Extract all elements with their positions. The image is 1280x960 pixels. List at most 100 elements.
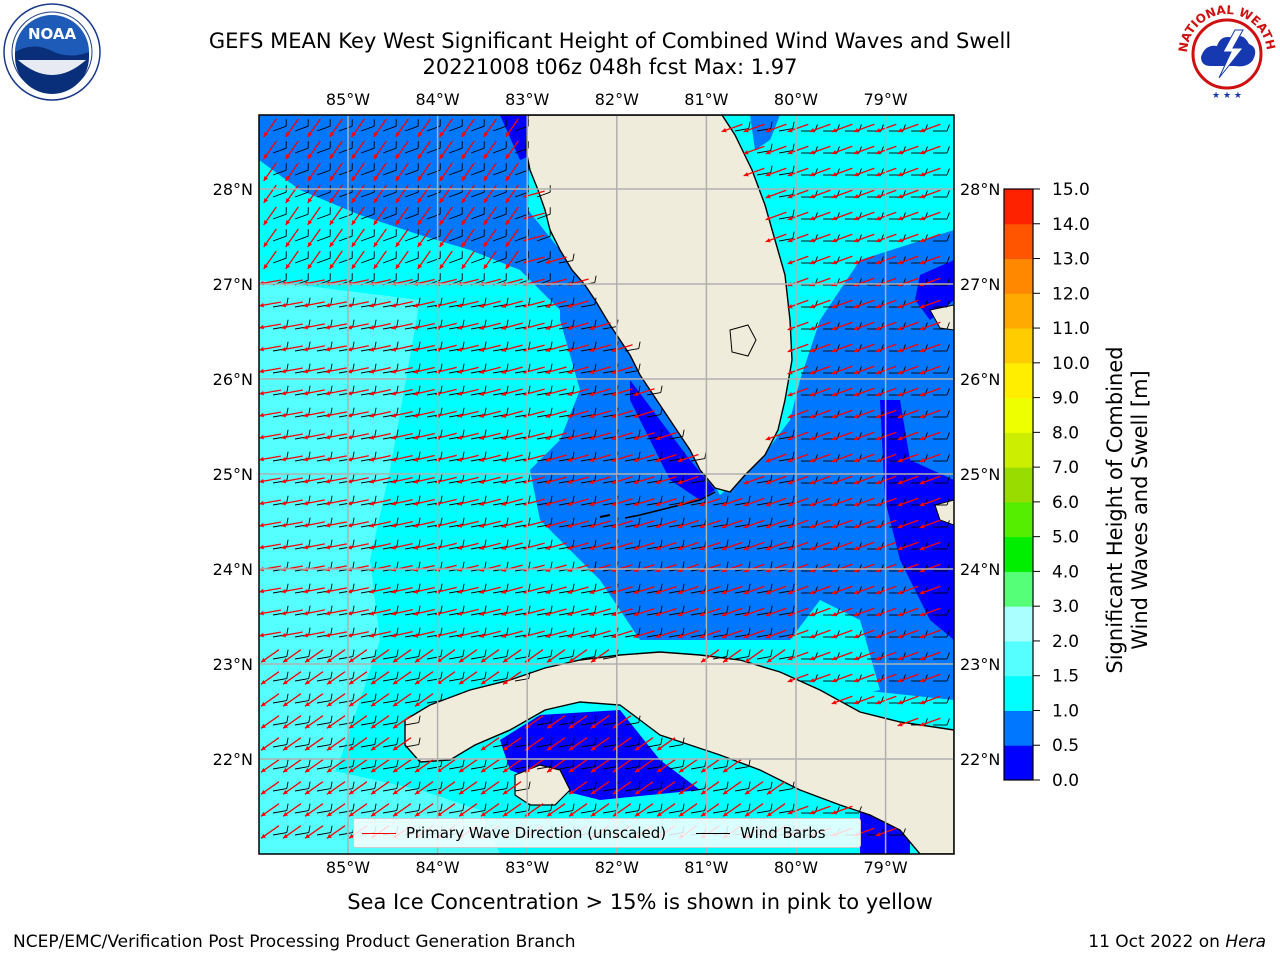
wave-arrowhead: [765, 238, 771, 243]
wind-barb-flag: [286, 495, 289, 503]
wind-barb: [294, 810, 309, 814]
wind-barb: [580, 722, 595, 726]
wind-barb-flag: [330, 451, 333, 459]
wind-barb: [756, 810, 771, 814]
wave-arrowhead: [722, 767, 728, 773]
wind-barb: [338, 744, 353, 748]
wave-arrowhead: [634, 811, 640, 817]
wind-barb: [536, 766, 551, 770]
wave-arrowhead: [457, 303, 463, 308]
wave-arrowhead: [897, 436, 903, 441]
wind-barb: [360, 213, 375, 220]
wave-arrowhead: [417, 198, 423, 204]
wave-arrowhead: [479, 369, 485, 374]
wave-arrowhead: [567, 523, 573, 529]
wind-barb-flag: [770, 143, 773, 151]
wave-arrowhead: [395, 132, 401, 138]
lon-tick-bottom: 83°W: [505, 858, 549, 877]
wind-barb: [492, 191, 507, 198]
wave-arrowhead: [370, 789, 376, 795]
wind-barb-flag: [484, 539, 487, 547]
wind-barb-flag: [418, 715, 421, 723]
wind-barb-flag: [946, 586, 950, 594]
wave-arrowhead: [677, 589, 683, 595]
wave-arrowhead: [875, 634, 881, 639]
wind-barb: [448, 656, 463, 660]
wave-arrowhead: [919, 370, 925, 375]
wind-barb-flag: [484, 649, 487, 657]
wind-barb-flag: [726, 517, 729, 525]
wind-barb: [272, 766, 287, 770]
wave-arrowhead: [326, 657, 332, 663]
wave-arrowhead: [634, 767, 640, 773]
wind-barb: [294, 235, 309, 242]
wind-barb-flag: [638, 561, 641, 569]
wind-barb-flag: [770, 803, 773, 811]
wave-arrowhead: [787, 480, 793, 485]
wave-arrowhead: [875, 678, 881, 683]
wind-barb: [360, 235, 375, 242]
colorbar-tick-label: 8.0: [1052, 423, 1079, 443]
wind-barb-flag: [286, 825, 289, 833]
wind-barb-flag: [396, 407, 399, 415]
wave-arrowhead: [479, 303, 485, 308]
wind-barb-flag: [550, 341, 553, 349]
wind-barb-flag: [308, 605, 311, 613]
colorbar-ticks: 15.0 14.0 13.0 12.0 11.0 10.0 9.0 8.0 7.0 6.0 5.0 4…: [1033, 180, 1090, 791]
wind-barb-flag: [726, 759, 729, 767]
wave-arrowhead: [483, 198, 489, 204]
wind-barb-flag: [550, 473, 553, 481]
wave-arrowhead: [677, 479, 683, 485]
wind-barb-flag: [330, 825, 333, 833]
wind-barb-flag: [286, 737, 289, 745]
wind-barb: [360, 678, 375, 682]
wind-barb-flag: [946, 366, 950, 374]
wave-arrowhead: [325, 325, 331, 330]
wave-arrowhead: [329, 220, 335, 226]
wave-arrowhead: [809, 524, 815, 529]
wave-arrowhead: [766, 657, 772, 663]
wave-arrowhead: [392, 789, 398, 795]
wave-arrowhead: [765, 172, 771, 177]
wind-barb: [492, 235, 507, 242]
wave-arrowhead: [853, 502, 859, 507]
wind-barb-flag: [462, 803, 465, 811]
wave-arrowhead: [853, 304, 859, 309]
wave-arrowhead: [919, 414, 925, 419]
wave-arrowhead: [285, 198, 291, 204]
wind-barb-flag: [440, 759, 443, 767]
wave-arrowhead: [919, 194, 925, 199]
wave-arrowhead: [919, 436, 925, 441]
wind-barb-flag: [770, 781, 773, 789]
wave-arrowhead: [611, 523, 617, 529]
wave-arrowhead: [329, 132, 335, 138]
wave-arrowhead: [853, 172, 859, 177]
wave-arrowhead: [260, 745, 266, 751]
wind-barb-flag: [792, 517, 795, 525]
wave-arrowhead: [809, 348, 815, 353]
wave-arrowhead: [281, 368, 286, 374]
wave-arrowhead: [567, 413, 573, 419]
wind-barb-flag: [638, 341, 641, 349]
wind-barb: [294, 744, 309, 748]
wave-arrowhead: [348, 657, 354, 663]
wave-arrowhead: [567, 369, 573, 375]
wind-barb: [404, 235, 419, 242]
wind-barb-flag: [330, 693, 333, 701]
wind-barb-flag: [594, 605, 597, 613]
wind-barb-flag: [594, 627, 597, 635]
wind-barb: [360, 125, 375, 132]
wave-arrowhead: [325, 435, 331, 440]
wind-barb-flag: [286, 473, 289, 481]
wave-arrowhead: [373, 154, 379, 160]
wave-arrowhead: [831, 150, 837, 155]
wind-barb: [426, 656, 441, 660]
wind-barb-flag: [374, 649, 377, 657]
wave-arrowhead: [853, 656, 859, 661]
wave-arrowhead: [413, 611, 419, 616]
wind-barb-flag: [660, 385, 663, 393]
wind-barb: [448, 191, 463, 198]
wind-barb-flag: [638, 715, 641, 723]
wave-arrowhead: [919, 150, 925, 155]
wind-barb-flag: [792, 451, 795, 459]
